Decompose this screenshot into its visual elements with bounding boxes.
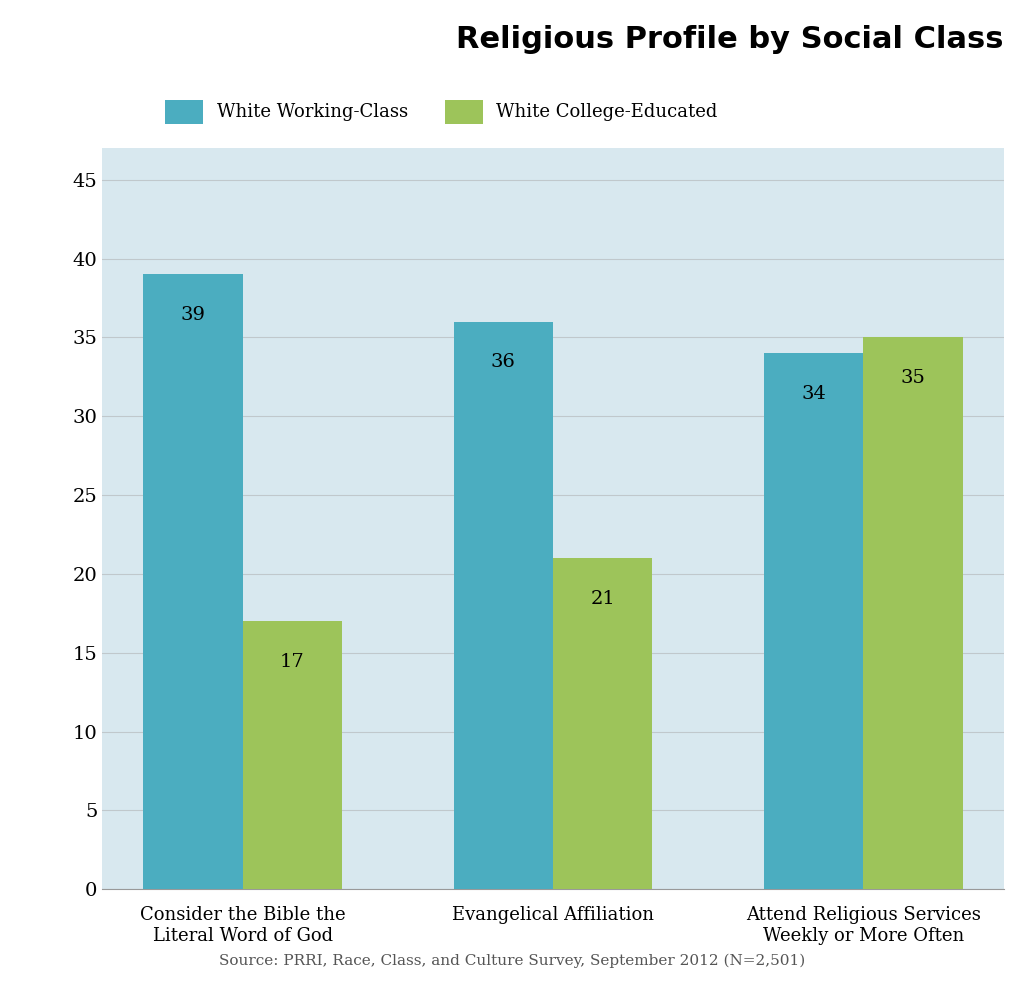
Bar (166, 100, 204, 124)
Text: White Working-Class: White Working-Class (217, 103, 408, 122)
Text: 21: 21 (590, 590, 615, 608)
Bar (444, 100, 482, 124)
Text: 34: 34 (801, 384, 826, 403)
Bar (243, 621, 342, 889)
Bar (454, 322, 553, 889)
Bar (863, 337, 963, 889)
Text: 17: 17 (280, 653, 305, 671)
Bar (553, 558, 652, 889)
Bar (764, 353, 863, 889)
Text: Religious Profile by Social Class: Religious Profile by Social Class (456, 25, 1004, 54)
Text: 39: 39 (180, 306, 206, 324)
Bar (143, 275, 243, 889)
Text: White College-Educated: White College-Educated (497, 103, 718, 122)
Text: 35: 35 (900, 369, 926, 387)
Text: Source: PRRI, Race, Class, and Culture Survey, September 2012 (N=2,501): Source: PRRI, Race, Class, and Culture S… (219, 953, 805, 968)
Text: 36: 36 (490, 353, 516, 371)
